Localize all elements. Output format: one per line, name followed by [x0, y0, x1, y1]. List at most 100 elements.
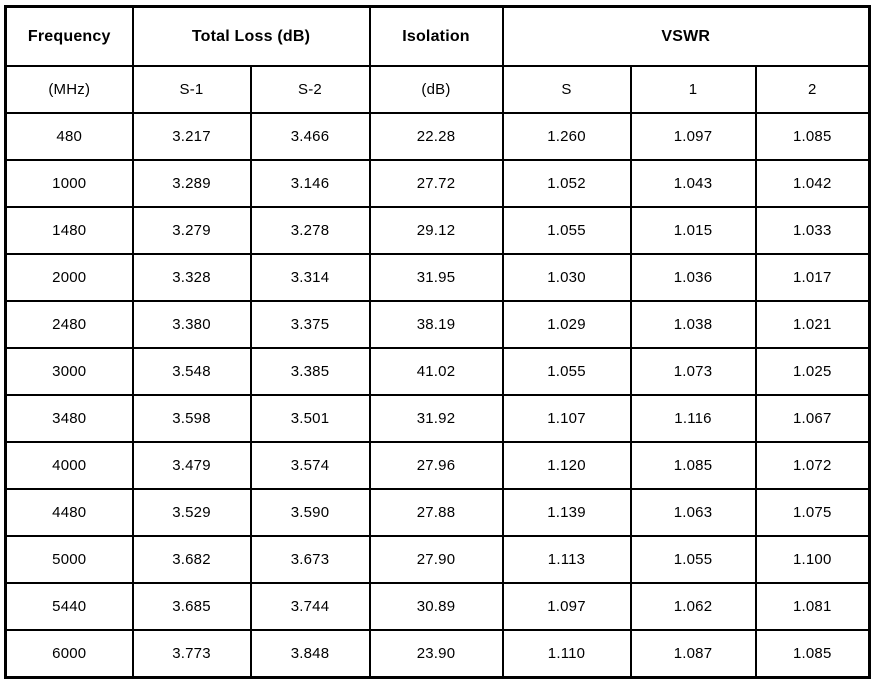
- table-cell: 1.015: [629, 206, 757, 255]
- table-cell: 1.100: [754, 535, 871, 584]
- table-cell: 29.12: [368, 206, 504, 255]
- header-isolation: Isolation: [368, 5, 504, 67]
- table-cell: 1.033: [754, 206, 871, 255]
- table-row: 1000 3.289 3.146 27.72 1.052 1.043 1.042: [4, 159, 871, 208]
- table-cell: 1.025: [754, 347, 871, 396]
- table-row: 1480 3.279 3.278 29.12 1.055 1.015 1.033: [4, 206, 871, 255]
- table-cell: 1.030: [501, 253, 632, 302]
- table-cell: 3.685: [131, 582, 252, 631]
- table-cell: 1.087: [629, 629, 757, 679]
- table-cell: 1.055: [629, 535, 757, 584]
- table-cell: 3.848: [249, 629, 371, 679]
- table-cell: 1.036: [629, 253, 757, 302]
- table-cell: 1.055: [501, 347, 632, 396]
- table-cell: 3.328: [131, 253, 252, 302]
- table-cell: 1.029: [501, 300, 632, 349]
- table-cell: 1.062: [629, 582, 757, 631]
- table-cell: 3.744: [249, 582, 371, 631]
- table-cell: 41.02: [368, 347, 504, 396]
- subheader-vswr-s: S: [501, 65, 632, 114]
- table-cell: 22.28: [368, 112, 504, 161]
- table-cell: 1.085: [754, 112, 871, 161]
- table-cell: 31.92: [368, 394, 504, 443]
- table-cell: 1.042: [754, 159, 871, 208]
- table-cell: 3480: [4, 394, 134, 443]
- subheader-vswr-2: 2: [754, 65, 871, 114]
- subheader-mhz: (MHz): [4, 65, 134, 114]
- table-cell: 1.067: [754, 394, 871, 443]
- table-cell: 1.113: [501, 535, 632, 584]
- subheader-s1: S-1: [131, 65, 252, 114]
- table-cell: 23.90: [368, 629, 504, 679]
- table-cell: 5440: [4, 582, 134, 631]
- table-cell: 27.72: [368, 159, 504, 208]
- table-cell: 6000: [4, 629, 134, 679]
- table-cell: 3.466: [249, 112, 371, 161]
- table-cell: 3.548: [131, 347, 252, 396]
- header-row-sub: (MHz) S-1 S-2 (dB) S 1 2: [4, 65, 871, 114]
- table-cell: 3.279: [131, 206, 252, 255]
- table-cell: 1.085: [754, 629, 871, 679]
- measurement-table: Frequency Total Loss (dB) Isolation VSWR…: [4, 5, 872, 679]
- table-cell: 3.385: [249, 347, 371, 396]
- table-cell: 1480: [4, 206, 134, 255]
- table-cell: 3.217: [131, 112, 252, 161]
- table-cell: 3.529: [131, 488, 252, 537]
- header-frequency: Frequency: [4, 5, 134, 67]
- table-row: 6000 3.773 3.848 23.90 1.110 1.087 1.085: [4, 629, 871, 679]
- table-row: 2000 3.328 3.314 31.95 1.030 1.036 1.017: [4, 253, 871, 302]
- table-cell: 1.072: [754, 441, 871, 490]
- table-cell: 2480: [4, 300, 134, 349]
- table-cell: 3.278: [249, 206, 371, 255]
- table-row: 4000 3.479 3.574 27.96 1.120 1.085 1.072: [4, 441, 871, 490]
- table-cell: 3.682: [131, 535, 252, 584]
- table-cell: 1.107: [501, 394, 632, 443]
- subheader-s2: S-2: [249, 65, 371, 114]
- table-cell: 1.139: [501, 488, 632, 537]
- table-row: 4480 3.529 3.590 27.88 1.139 1.063 1.075: [4, 488, 871, 537]
- header-row-top: Frequency Total Loss (dB) Isolation VSWR: [4, 5, 871, 67]
- table-cell: 1.085: [629, 441, 757, 490]
- table-cell: 1.063: [629, 488, 757, 537]
- table-cell: 3.773: [131, 629, 252, 679]
- table-cell: 27.96: [368, 441, 504, 490]
- table-cell: 3.289: [131, 159, 252, 208]
- table-cell: 1.097: [629, 112, 757, 161]
- table-row: 5000 3.682 3.673 27.90 1.113 1.055 1.100: [4, 535, 871, 584]
- table-cell: 3.380: [131, 300, 252, 349]
- table-cell: 1.017: [754, 253, 871, 302]
- table-cell: 3.590: [249, 488, 371, 537]
- table-cell: 1.120: [501, 441, 632, 490]
- table-cell: 38.19: [368, 300, 504, 349]
- table-cell: 3.479: [131, 441, 252, 490]
- table-cell: 5000: [4, 535, 134, 584]
- table-cell: 1.038: [629, 300, 757, 349]
- table-body: 480 3.217 3.466 22.28 1.260 1.097 1.085 1000 3.2…: [4, 112, 871, 679]
- table-row: 480 3.217 3.466 22.28 1.260 1.097 1.085: [4, 112, 871, 161]
- table-cell: 480: [4, 112, 134, 161]
- table-cell: 1.116: [629, 394, 757, 443]
- table-row: 3480 3.598 3.501 31.92 1.107 1.116 1.067: [4, 394, 871, 443]
- table-cell: 27.88: [368, 488, 504, 537]
- table-cell: 3.146: [249, 159, 371, 208]
- subheader-db: (dB): [368, 65, 504, 114]
- table-row: 5440 3.685 3.744 30.89 1.097 1.062 1.081: [4, 582, 871, 631]
- table-cell: 3.598: [131, 394, 252, 443]
- table-cell: 1.075: [754, 488, 871, 537]
- table-cell: 1.021: [754, 300, 871, 349]
- table-cell: 1.081: [754, 582, 871, 631]
- table-cell: 1.097: [501, 582, 632, 631]
- table-cell: 1.043: [629, 159, 757, 208]
- table-row: 2480 3.380 3.375 38.19 1.029 1.038 1.021: [4, 300, 871, 349]
- table-cell: 3.314: [249, 253, 371, 302]
- table-cell: 4000: [4, 441, 134, 490]
- table-cell: 1.073: [629, 347, 757, 396]
- table-cell: 4480: [4, 488, 134, 537]
- header-vswr: VSWR: [501, 5, 871, 67]
- table-cell: 3.375: [249, 300, 371, 349]
- table-cell: 3.574: [249, 441, 371, 490]
- table-cell: 3.501: [249, 394, 371, 443]
- table-cell: 1.055: [501, 206, 632, 255]
- header-total-loss: Total Loss (dB): [131, 5, 371, 67]
- table-cell: 3.673: [249, 535, 371, 584]
